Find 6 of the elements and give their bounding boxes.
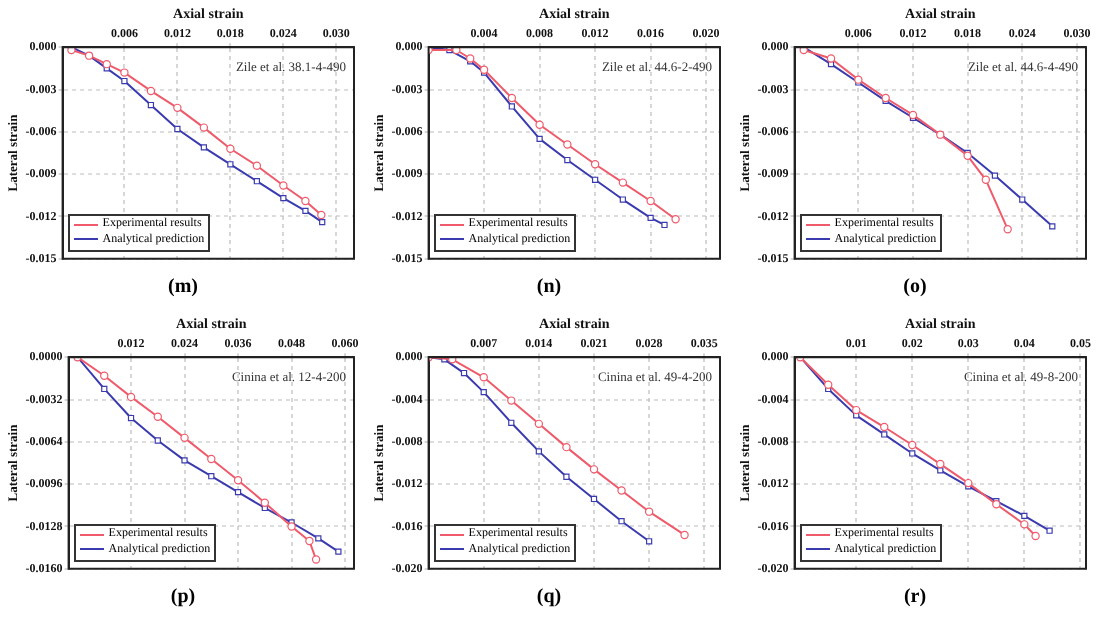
text: (r) [901,586,929,608]
text: (o) [901,276,929,298]
text: (q) [534,586,564,608]
text: (n) [534,276,564,298]
text: (m) [166,276,200,298]
text: (p) [168,586,198,608]
